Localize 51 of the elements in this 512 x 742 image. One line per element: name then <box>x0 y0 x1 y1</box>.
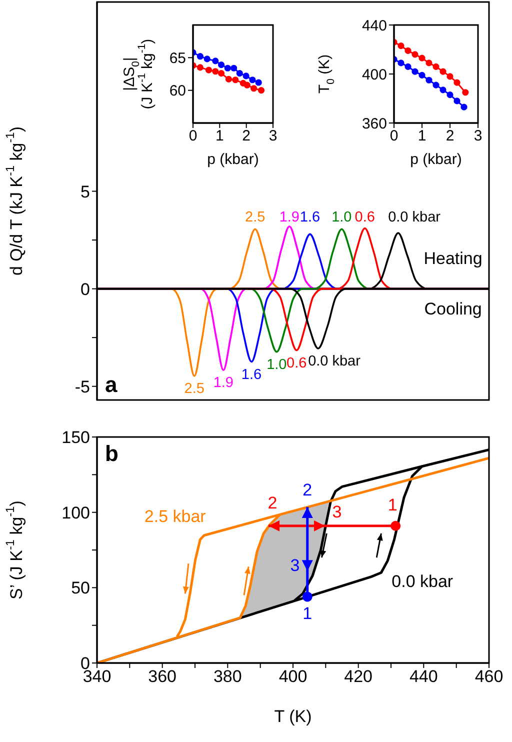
y-tick-label: 100 <box>62 503 90 522</box>
x-tick-label: 460 <box>474 667 504 686</box>
y-tick-label: 440 <box>362 17 387 34</box>
y-tick-label: 150 <box>62 428 90 448</box>
series-label: 0.6 <box>354 209 375 226</box>
series-label: 1.6 <box>300 209 320 226</box>
annotation: a <box>105 372 118 397</box>
annotation: b <box>105 441 118 466</box>
legend-label: 0.0 kbar <box>392 572 454 592</box>
series-label: 1.6 <box>241 366 262 383</box>
annotation: 2 <box>302 480 312 500</box>
y-tick-label: 400 <box>362 66 387 84</box>
series-label: 1.0 <box>266 356 287 373</box>
series-label: 2.5 <box>184 381 204 398</box>
series-label: 1.9 <box>279 209 300 226</box>
x-tick-label: 1 <box>418 128 426 145</box>
x-tick-label: 0 <box>390 128 398 145</box>
series-label: 0.6 <box>286 355 307 372</box>
annotation: 2 <box>268 493 278 512</box>
annotation: Heating <box>424 249 482 268</box>
x-tick-label: 0 <box>188 128 198 145</box>
y-tick-label: 60 <box>169 82 186 100</box>
x-tick-label: 3 <box>474 128 482 145</box>
series-label: 2.5 kbar <box>144 506 206 526</box>
annotation: Cooling <box>424 300 482 319</box>
y-tick-label: 5 <box>80 182 90 202</box>
x-tick-label: 440 <box>409 667 438 686</box>
x-tick-label: 3 <box>268 128 278 145</box>
x-axis-title: T (K) <box>274 707 312 726</box>
annotation: 3 <box>290 556 300 576</box>
series-label: 0.0 kbar <box>388 209 441 226</box>
x-tick-label: 2 <box>242 128 251 145</box>
y-tick-label: 0 <box>80 280 90 299</box>
y-tick-label: 65 <box>169 50 186 67</box>
x-tick-label: 420 <box>344 667 373 686</box>
x-tick-label: 1 <box>215 128 224 145</box>
series-label: 1.0 <box>332 209 352 226</box>
x-axis-title: p (kbar) <box>410 150 462 168</box>
series-label: 2.5 <box>245 209 266 226</box>
series-label: 1.9 <box>213 375 234 392</box>
annotation: 1 <box>302 604 312 624</box>
x-tick-label: 400 <box>278 667 308 686</box>
series-label: 0.0 kbar <box>308 353 361 370</box>
y-tick-label: 360 <box>362 115 387 132</box>
y-tick-label: 50 <box>71 578 90 598</box>
annotation: 3 <box>332 502 342 522</box>
y-tick-label: -5 <box>74 377 90 396</box>
x-axis-title: p (kbar) <box>207 150 259 168</box>
x-tick-label: 2 <box>446 128 454 145</box>
annotation: 1 <box>388 495 398 514</box>
x-tick-label: 380 <box>213 667 242 686</box>
